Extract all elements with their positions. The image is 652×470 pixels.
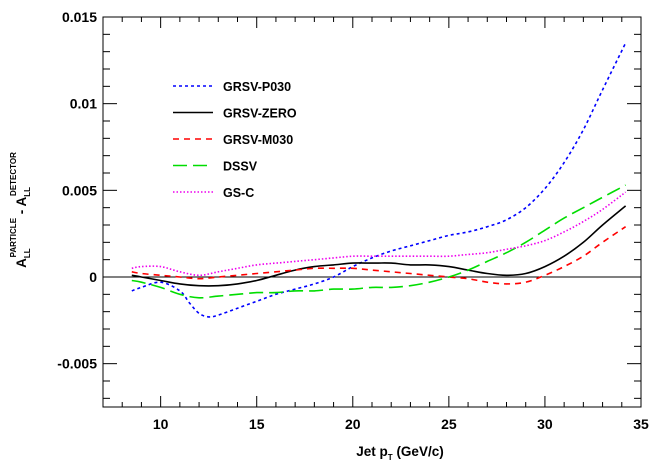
x-tick-label: 30 — [537, 416, 553, 432]
x-tick-label: 35 — [633, 416, 649, 432]
y-tick-label: 0.005 — [62, 182, 97, 198]
series-line-grsv-zero — [131, 205, 627, 287]
y-axis-title-a1: A — [14, 258, 29, 268]
x-axis-ticks: 10 15 20 25 30 35 — [121, 17, 649, 432]
plot-area: 10 15 20 25 30 35 -0.005 0 0.005 0.01 0.015 — [57, 9, 649, 432]
plot-frame — [102, 16, 642, 408]
legend-label-grsv-p030: GRSV-P030 — [223, 80, 291, 94]
x-axis-title: Jet pT (GeV/c) — [356, 444, 443, 462]
legend: GRSV-P030 GRSV-ZERO GRSV-M030 DSSV GS-C — [173, 80, 297, 200]
x-tick-label: 20 — [345, 416, 361, 432]
y-axis-title-minus: - — [14, 206, 29, 218]
y-tick-label: -0.005 — [57, 356, 97, 372]
y-axis-title-sup1: PARTICLE — [9, 217, 18, 257]
x-tick-label: 25 — [441, 416, 457, 432]
series-line-gs-c — [131, 191, 627, 277]
series-line-grsv-p030 — [131, 42, 627, 318]
legend-label-dssv: DSSV — [223, 160, 258, 174]
x-axis-title-rest: (GeV/c) — [393, 444, 444, 459]
y-tick-label: 0.01 — [70, 96, 97, 112]
x-axis-title-sub: T — [388, 453, 393, 462]
y-axis-title-sub1: LL — [23, 248, 32, 258]
legend-label-gs-c: GS-C — [223, 186, 254, 200]
series-line-dssv — [131, 184, 626, 299]
y-axis-title-sub2: LL — [23, 187, 32, 197]
legend-label-grsv-m030: GRSV-M030 — [223, 133, 293, 147]
x-tick-label: 10 — [153, 416, 169, 432]
y-axis-title-a2: A — [14, 196, 29, 206]
legend-label-grsv-zero: GRSV-ZERO — [223, 107, 297, 121]
y-axis-title-sup2: DETECTOR — [9, 152, 18, 196]
y-tick-label: 0.015 — [62, 9, 97, 25]
y-axis-ticks: -0.005 0 0.005 0.01 0.015 — [57, 9, 641, 399]
series-line-grsv-m030 — [131, 226, 627, 285]
x-axis-title-main: Jet p — [356, 444, 388, 459]
y-tick-label: 0 — [89, 269, 97, 285]
y-axis-title: ALLPARTICLE - ALLDETECTOR — [9, 152, 32, 268]
series-layer — [131, 42, 627, 318]
x-tick-label: 15 — [249, 416, 265, 432]
